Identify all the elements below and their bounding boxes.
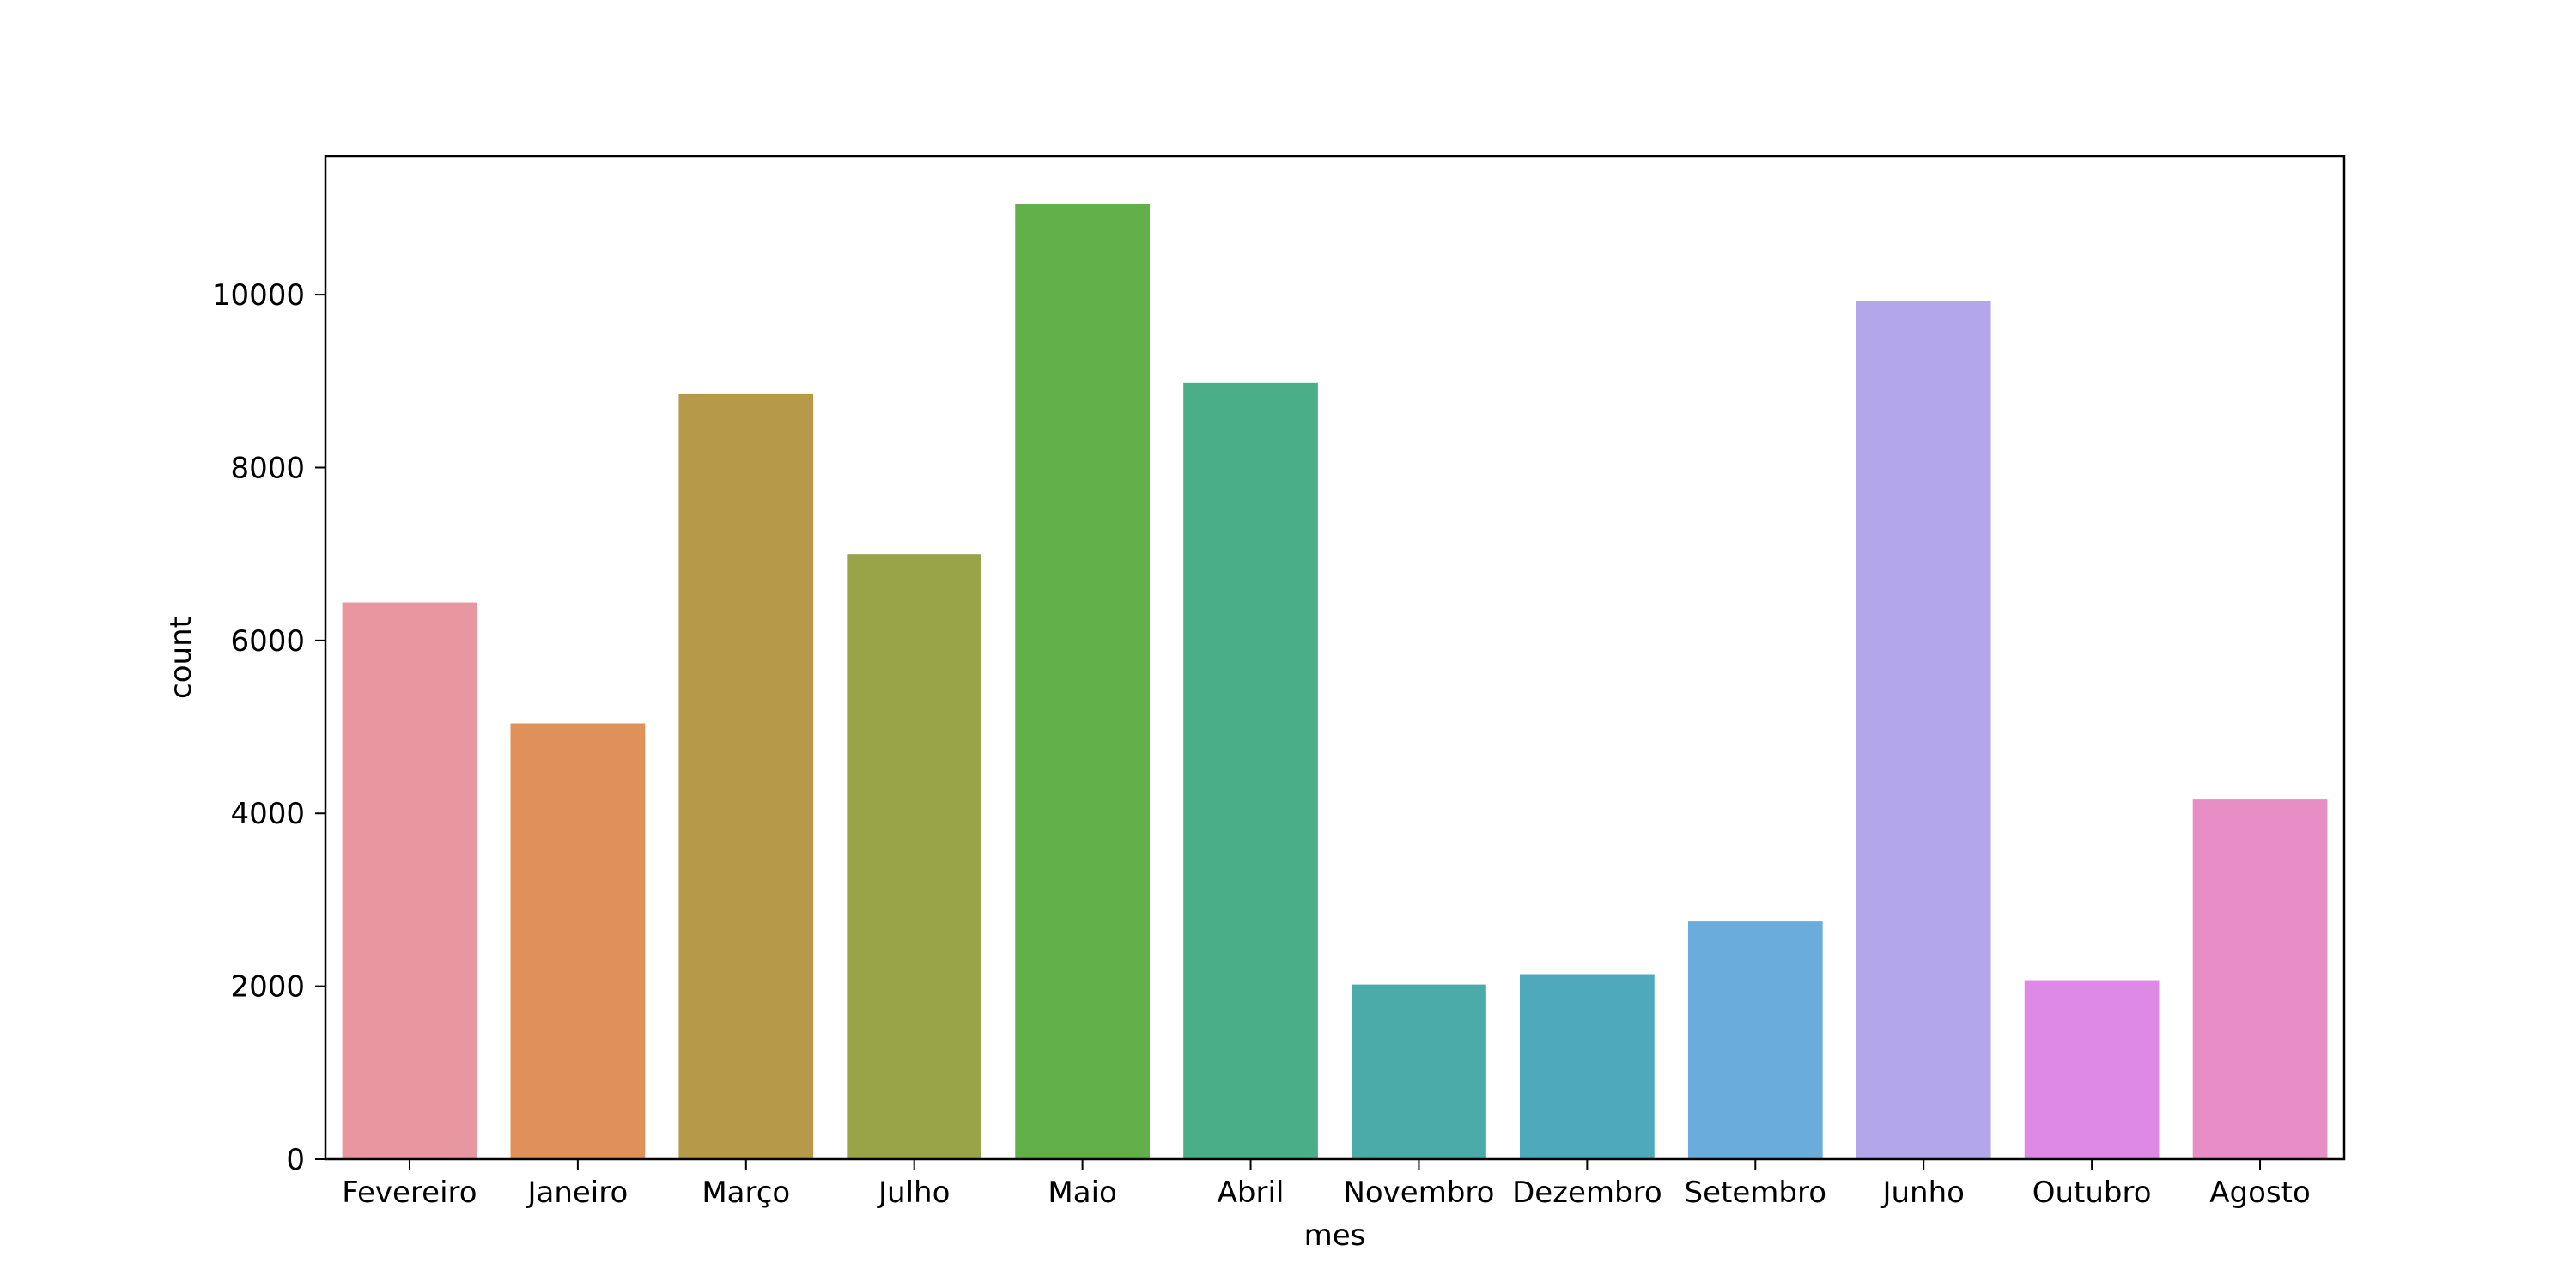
bar-janeiro [510, 723, 646, 1159]
bar-novembro [1352, 984, 1486, 1159]
x-axis-label: mes [1304, 1218, 1366, 1253]
y-axis-label: count [164, 617, 198, 699]
plot-frame [324, 155, 2346, 1161]
bar-outubro [2024, 980, 2160, 1159]
x-tick-label: Janeiro [526, 1176, 628, 1210]
y-tick-label: 6000 [230, 624, 305, 659]
bar-junho [1856, 301, 1991, 1159]
y-tick-label: 0 [286, 1143, 305, 1177]
x-tick-label: Agosto [2209, 1176, 2311, 1210]
bar-maio [1015, 204, 1150, 1160]
y-tick-label: 4000 [230, 797, 305, 831]
bar-fevereiro [342, 602, 477, 1159]
x-tick-label: Junho [1880, 1176, 1964, 1210]
x-tick-label: Fevereiro [342, 1176, 477, 1210]
x-tick-label: Dezembro [1512, 1176, 1662, 1210]
x-tick-label: Novembro [1343, 1176, 1494, 1210]
bar-março [678, 393, 814, 1159]
bar-julho [847, 554, 982, 1159]
y-tick-label: 2000 [230, 970, 305, 1005]
x-tick-label: Setembro [1685, 1176, 1826, 1210]
bars-layer [342, 204, 2328, 1160]
bar-setembro [1687, 921, 1823, 1159]
y-tick-label: 8000 [230, 451, 305, 485]
bar-abril [1183, 382, 1318, 1159]
y-tick-label: 10000 [212, 278, 305, 313]
x-tick-label: Outubro [2032, 1176, 2152, 1210]
x-tick-label: Maio [1048, 1176, 1116, 1210]
x-axis: Fevereiro Janeiro Março Julho Maio Abril Novem… [342, 1159, 2311, 1210]
x-tick-label: Abril [1218, 1176, 1285, 1210]
y-axis: 0 2000 4000 6000 8000 10000 [212, 278, 325, 1177]
x-tick-label: Julho [877, 1176, 950, 1210]
bar-agosto [2192, 799, 2328, 1159]
x-tick-label: Março [702, 1176, 790, 1210]
bar-dezembro [1520, 974, 1655, 1159]
